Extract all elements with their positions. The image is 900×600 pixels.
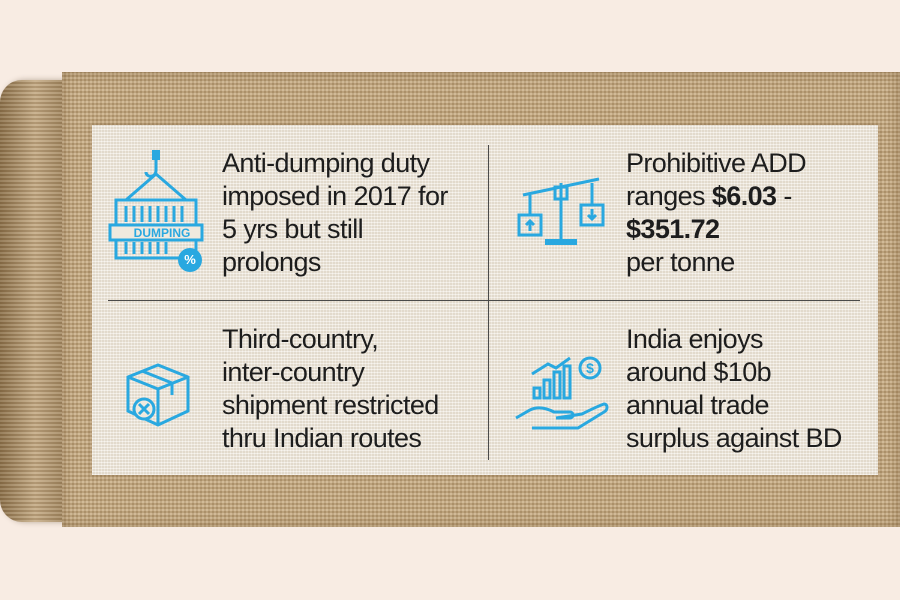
percent-badge: % (184, 252, 196, 267)
vertical-divider (488, 145, 489, 460)
item-text-add-range: Prohibitive ADD ranges $6.03 - $351.72 p… (626, 147, 807, 279)
hand-growth-dollar-icon: $ (512, 352, 612, 434)
text-line: inter-country (222, 357, 365, 387)
dollar-symbol: $ (586, 360, 594, 376)
text-plain: - (776, 181, 792, 211)
dumping-container-icon: DUMPING % (104, 148, 210, 278)
text-line: prolongs (222, 247, 321, 277)
item-text-trade-surplus: India enjoys around $10b annual trade su… (626, 323, 842, 455)
text-line: ranges $6.03 - (626, 180, 806, 213)
text-line: per tonne (626, 247, 735, 277)
text-line: shipment restricted (222, 390, 439, 420)
text-line: imposed in 2017 for (222, 181, 448, 211)
item-text-anti-dumping: Anti-dumping duty imposed in 2017 for 5 … (222, 147, 448, 279)
text-line: annual trade (626, 390, 770, 420)
text-line: $351.72 (626, 213, 806, 246)
text-line: around $10b (626, 357, 772, 387)
text-line: surplus against BD (626, 423, 842, 453)
dumping-label: DUMPING (133, 226, 191, 240)
min-duty-value: $6.03 (711, 181, 777, 211)
text-line: Prohibitive ADD (626, 148, 807, 178)
item-text-shipment: Third-country, inter-country shipment re… (222, 323, 439, 455)
text-line: Third-country, (222, 324, 379, 354)
text-line: thru Indian routes (222, 423, 422, 453)
scale-balance-icon (515, 165, 607, 250)
text-line: 5 yrs but still (222, 214, 364, 244)
text-line: Anti-dumping duty (222, 148, 430, 178)
text-plain: ranges (626, 181, 712, 211)
horizontal-divider (108, 300, 860, 301)
text-line: India enjoys (626, 324, 764, 354)
restricted-box-icon (118, 355, 198, 435)
max-duty-value: $351.72 (626, 214, 720, 244)
